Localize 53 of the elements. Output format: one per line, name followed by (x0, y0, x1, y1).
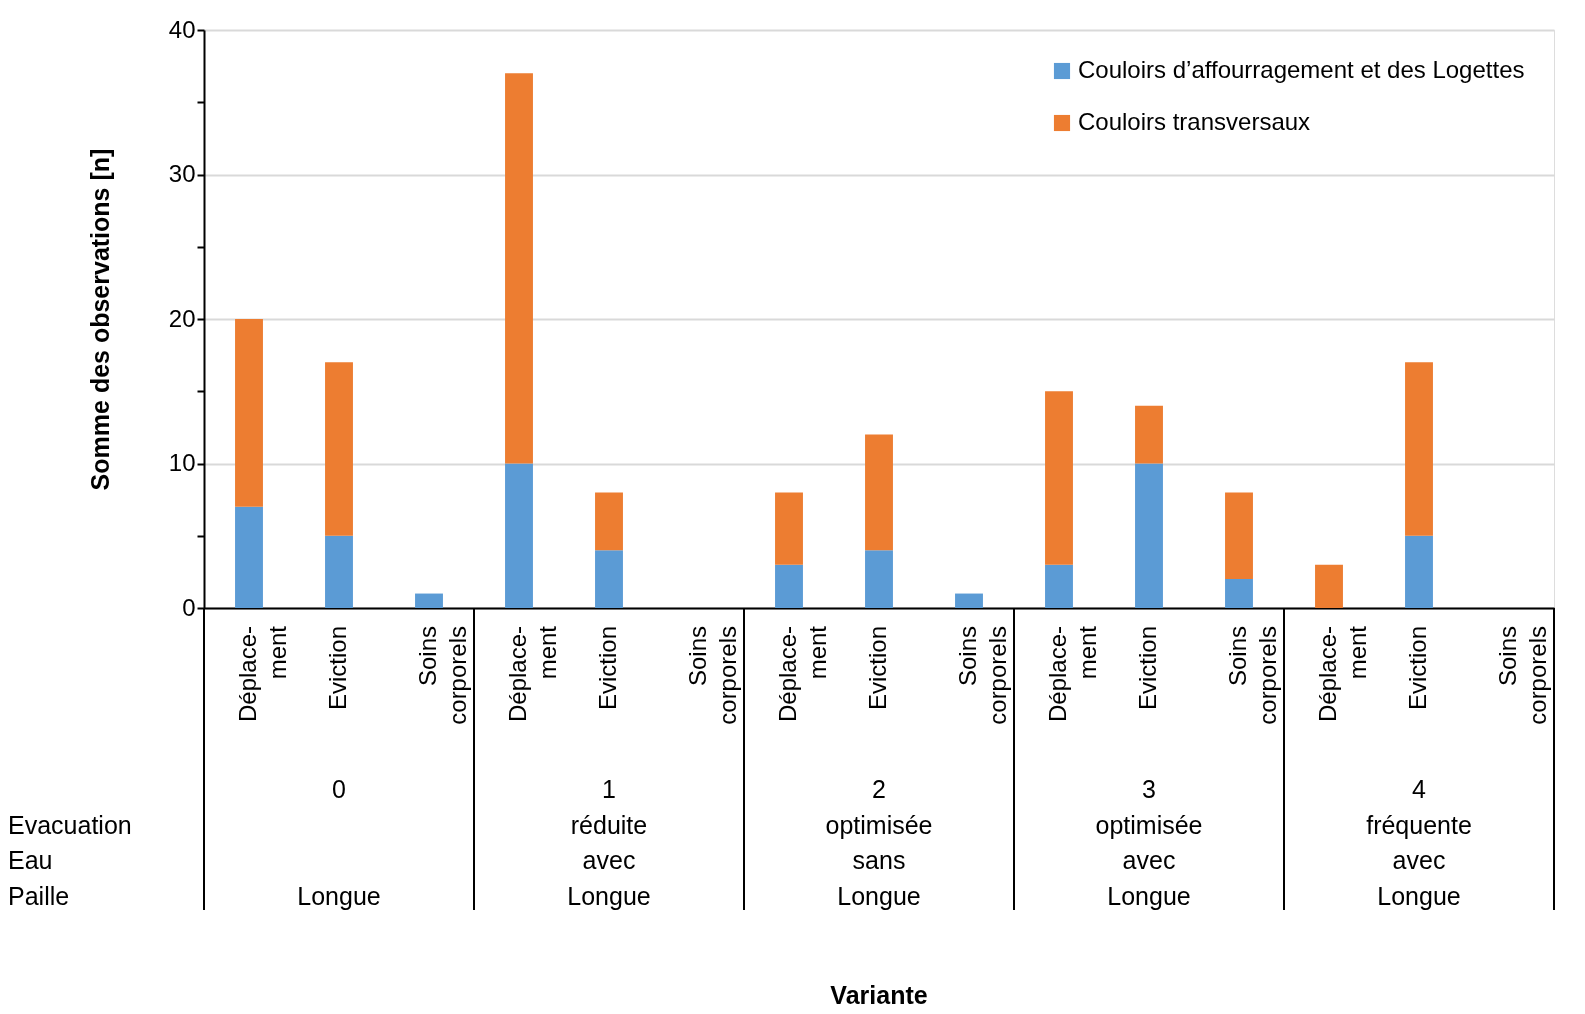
bar (865, 550, 893, 608)
x-tick-label: Eviction (864, 626, 891, 711)
y-axis-title: Somme des observations [n] (85, 148, 114, 491)
bar (595, 492, 623, 551)
x-tick-label: Déplace- ment (774, 625, 831, 723)
x-tick-label: Déplace- ment (1044, 625, 1101, 723)
legend-label: Couloirs transversaux (1078, 108, 1311, 135)
bar (325, 362, 353, 536)
text: Variante (830, 981, 928, 1009)
bar (1135, 405, 1163, 464)
x-tick-label: Déplace- ment (504, 625, 561, 723)
text: 2 optimisée sans Longue (825, 775, 933, 910)
x-tick-label: Soins corporels (414, 626, 471, 725)
x-tick-label: Eviction (594, 626, 621, 711)
x-tick-label: Déplace- ment (234, 625, 291, 723)
x-tick-label: Déplace- ment (1314, 625, 1371, 723)
text: 4 fréquente avec Longue (1366, 775, 1472, 910)
bar (415, 593, 443, 608)
bar (235, 506, 263, 608)
bar (1225, 579, 1253, 608)
bar (775, 564, 803, 608)
y-tick-label: 0 (182, 593, 196, 621)
y-tick-label: 30 (168, 160, 196, 187)
bar (1405, 535, 1433, 608)
bar (775, 492, 803, 565)
text: 3 optimisée avec Longue (1095, 775, 1203, 910)
y-tick-label: 20 (168, 304, 196, 332)
bar (955, 593, 983, 608)
x-tick-label: Soins corporels (1494, 626, 1551, 725)
x-tick-label: Soins corporels (684, 626, 741, 725)
bar (235, 319, 263, 507)
bar (1045, 391, 1073, 565)
bar (595, 550, 623, 608)
bar (1135, 463, 1163, 608)
bar (1315, 564, 1343, 608)
text: Evacuation Eau Paille (8, 810, 132, 910)
x-tick-label: Eviction (1404, 626, 1431, 711)
bar (1225, 492, 1253, 580)
bar (865, 434, 893, 551)
text: 0 Longue (297, 775, 381, 910)
x-tick-label: Soins corporels (954, 626, 1011, 725)
bar (325, 535, 353, 608)
text: 1 réduite avec Longue (567, 775, 651, 910)
y-tick-label: 40 (168, 15, 196, 43)
y-tick-label: 10 (168, 449, 196, 476)
x-tick-label: Soins corporels (1224, 626, 1281, 725)
bar (505, 463, 533, 608)
bar (505, 73, 533, 464)
bar (1045, 564, 1073, 608)
x-tick-label: Eviction (1134, 626, 1161, 711)
legend-label: Couloirs d’affourragement et des Logettes (1078, 56, 1525, 83)
x-tick-label: Eviction (324, 626, 351, 711)
bar (1405, 362, 1433, 536)
